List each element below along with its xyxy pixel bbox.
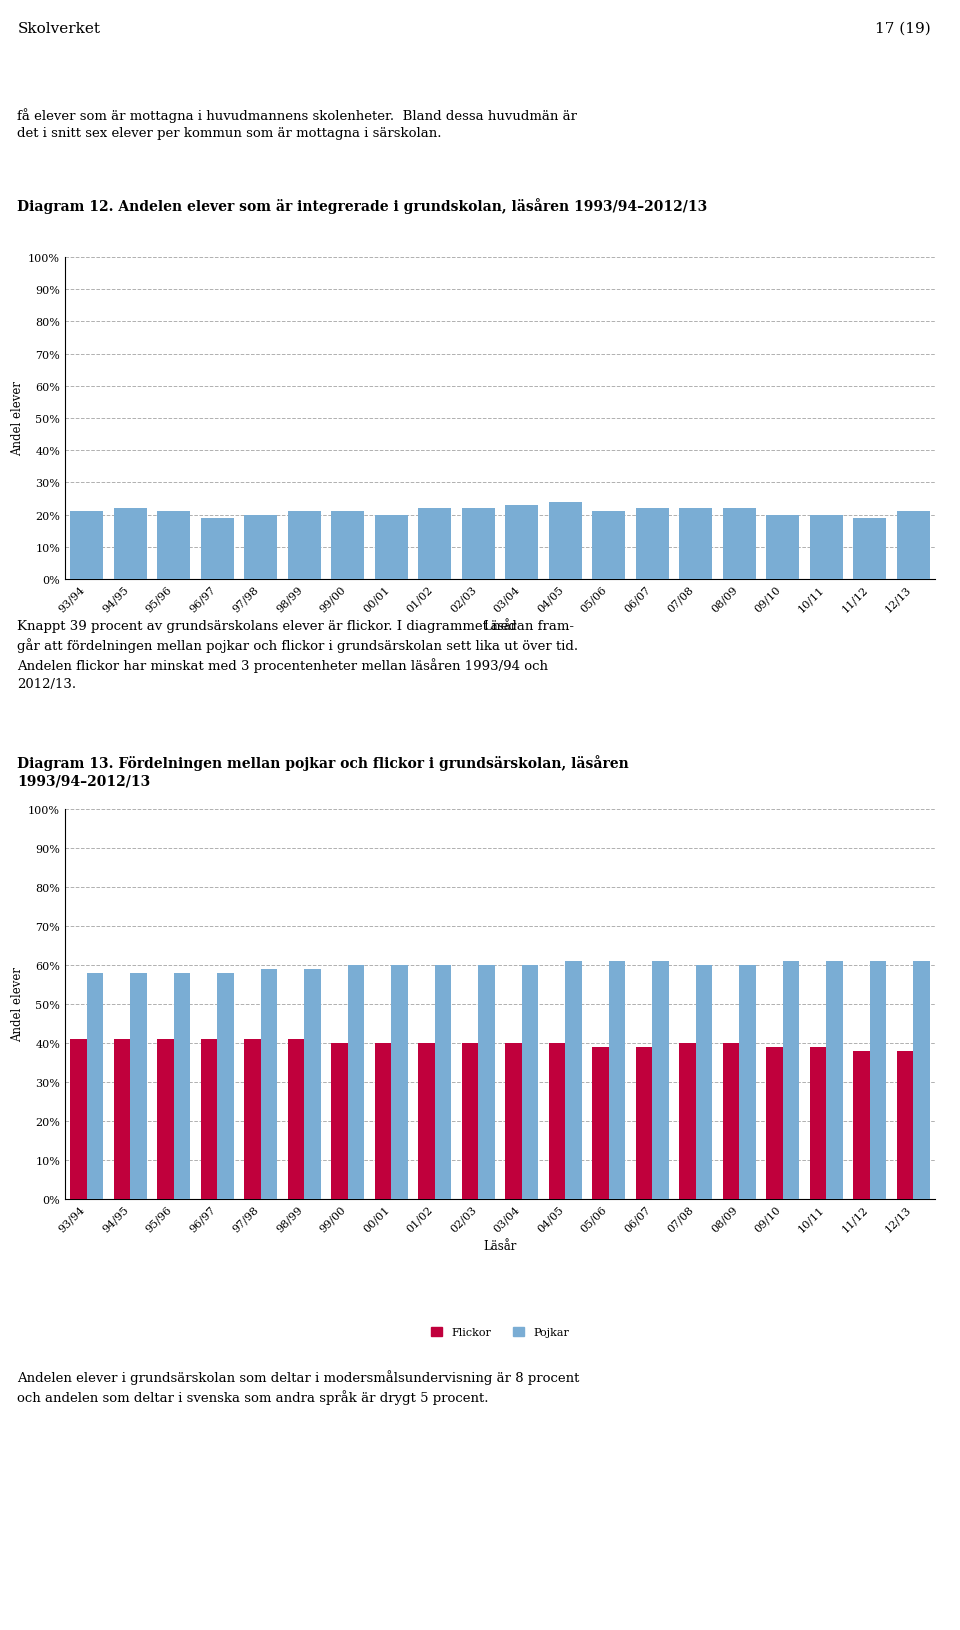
Bar — [897, 1051, 913, 1200]
Text: Diagram 13. Fördelningen mellan pojkar och flickor i grundsärskolan, läsåren
199: Diagram 13. Fördelningen mellan pojkar o… — [17, 755, 629, 787]
Bar — [809, 1046, 827, 1200]
Bar — [853, 518, 886, 580]
Bar — [157, 512, 190, 580]
Bar — [462, 1043, 478, 1200]
Bar — [435, 965, 451, 1200]
Bar — [782, 962, 800, 1200]
Bar — [201, 518, 233, 580]
Bar — [739, 965, 756, 1200]
Bar — [375, 515, 408, 580]
Bar — [636, 1046, 652, 1200]
Bar — [680, 1043, 696, 1200]
Y-axis label: Andel elever: Andel elever — [11, 967, 24, 1042]
Bar — [766, 515, 799, 580]
Bar — [592, 512, 625, 580]
Bar — [244, 1040, 261, 1200]
Bar — [505, 505, 538, 580]
X-axis label: Läsår: Läsår — [483, 1239, 516, 1252]
Bar — [549, 502, 582, 580]
Bar — [419, 1043, 435, 1200]
Bar — [609, 962, 625, 1200]
Text: få elever som är mottagna i huvudmannens skolenheter.  Bland dessa huvudmän är
d: få elever som är mottagna i huvudmannens… — [17, 108, 577, 140]
Bar — [70, 512, 103, 580]
Bar — [157, 1040, 174, 1200]
Bar — [696, 965, 712, 1200]
Bar — [565, 962, 582, 1200]
Bar — [131, 973, 147, 1200]
Bar — [870, 962, 886, 1200]
Bar — [810, 515, 843, 580]
Bar — [766, 1046, 782, 1200]
Bar — [217, 973, 234, 1200]
Bar — [462, 509, 494, 580]
Bar — [853, 1051, 870, 1200]
X-axis label: Läsår: Läsår — [483, 619, 516, 632]
Bar — [304, 970, 321, 1200]
Bar — [374, 1043, 392, 1200]
Bar — [113, 1040, 131, 1200]
Bar — [174, 973, 190, 1200]
Legend: Flickor, Pojkar: Flickor, Pojkar — [426, 1324, 573, 1341]
Text: Andelen elever i grundsärskolan som deltar i modersmålsundervisning är 8 procent: Andelen elever i grundsärskolan som delt… — [17, 1369, 580, 1403]
Text: Skolverket: Skolverket — [17, 21, 100, 36]
Bar — [592, 1046, 609, 1200]
Bar — [827, 962, 843, 1200]
Y-axis label: Andel elever: Andel elever — [11, 381, 24, 456]
Bar — [505, 1043, 521, 1200]
Bar — [549, 1043, 565, 1200]
Bar — [114, 509, 147, 580]
Bar — [331, 512, 364, 580]
Bar — [897, 512, 929, 580]
Text: Knappt 39 procent av grundsärskolans elever är flickor. I diagrammet nedan fram-: Knappt 39 procent av grundsärskolans ele… — [17, 619, 579, 691]
Text: Diagram 12. Andelen elever som är integrerade i grundskolan, läsåren 1993/94–201: Diagram 12. Andelen elever som är integr… — [17, 197, 708, 214]
Bar — [723, 1043, 739, 1200]
Bar — [636, 509, 668, 580]
Bar — [680, 509, 712, 580]
Bar — [913, 962, 930, 1200]
Bar — [288, 1040, 304, 1200]
Bar — [521, 965, 539, 1200]
Bar — [245, 515, 277, 580]
Bar — [288, 512, 321, 580]
Bar — [348, 965, 364, 1200]
Bar — [419, 509, 451, 580]
Bar — [86, 973, 104, 1200]
Bar — [261, 970, 277, 1200]
Bar — [201, 1040, 217, 1200]
Bar — [652, 962, 669, 1200]
Bar — [723, 509, 756, 580]
Bar — [70, 1040, 86, 1200]
Bar — [392, 965, 408, 1200]
Bar — [478, 965, 494, 1200]
Text: 17 (19): 17 (19) — [876, 21, 931, 36]
Bar — [331, 1043, 348, 1200]
